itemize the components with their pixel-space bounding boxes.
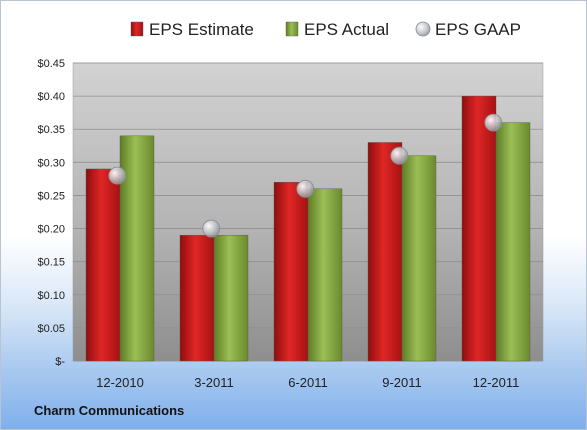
marker-eps-gaap <box>390 146 409 165</box>
legend-label: EPS Actual <box>304 20 389 39</box>
legend-swatch <box>130 21 144 37</box>
bar-eps-actual <box>401 155 437 362</box>
legend-swatch <box>285 21 299 37</box>
x-category-label: 12-2010 <box>96 375 144 390</box>
bar-eps-estimate <box>273 181 309 362</box>
marker-eps-gaap <box>108 166 127 185</box>
bar-eps-estimate <box>367 142 403 362</box>
y-axis-ticks: $- $0.05 $0.10 $0.15 $0.20 $0.25 $0.30 $0.35 $0.… <box>37 58 65 368</box>
bar-eps-actual <box>307 188 343 362</box>
legend-swatch <box>415 21 431 37</box>
y-tick-label: $0.40 <box>37 91 65 103</box>
bars <box>85 95 531 362</box>
y-tick-label: $0.10 <box>37 290 65 302</box>
bar-eps-estimate <box>85 168 121 362</box>
y-tick-label: $0.15 <box>37 257 65 269</box>
bar-eps-actual <box>495 122 531 362</box>
y-tick-label: $0.30 <box>37 157 65 169</box>
marker-eps-gaap <box>202 219 221 238</box>
bar-eps-actual <box>213 234 249 362</box>
y-tick-label: $0.20 <box>37 224 65 236</box>
legend: EPS Estimate EPS Actual EPS GAAP <box>130 20 521 39</box>
marker-eps-gaap <box>484 113 503 132</box>
y-tick-label: $0.45 <box>37 58 65 70</box>
x-category-label: 12-2011 <box>473 375 520 390</box>
y-tick-label: $0.35 <box>37 124 65 136</box>
y-tick-label: $0.25 <box>37 190 65 202</box>
y-tick-label: $0.05 <box>37 323 65 335</box>
marker-eps-gaap <box>296 179 315 198</box>
x-axis-labels: 12-2010 3-2011 6-2011 9-2011 12-2011 <box>96 375 519 390</box>
y-tick-label: $- <box>55 356 65 368</box>
bar-eps-estimate <box>461 95 497 362</box>
bar-eps-estimate <box>179 234 215 362</box>
legend-label: EPS GAAP <box>435 20 521 39</box>
x-category-label: 6-2011 <box>288 375 328 390</box>
bar-eps-actual <box>119 135 155 362</box>
x-category-label: 3-2011 <box>194 375 234 390</box>
x-category-label: 9-2011 <box>382 375 422 390</box>
company-name: Charm Communications <box>34 403 185 418</box>
legend-label: EPS Estimate <box>149 20 254 39</box>
gaap-markers <box>108 113 503 238</box>
